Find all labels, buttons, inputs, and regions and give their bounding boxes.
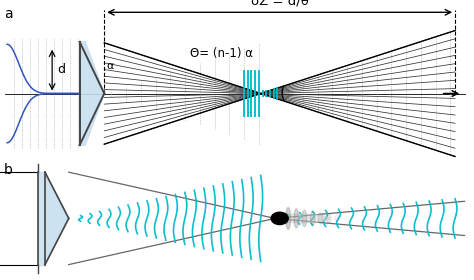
Text: d: d	[57, 63, 65, 76]
Text: δZ = d/θ: δZ = d/θ	[251, 0, 309, 7]
Text: (: (	[279, 85, 285, 102]
Ellipse shape	[273, 214, 329, 223]
Polygon shape	[45, 172, 69, 265]
Ellipse shape	[286, 207, 291, 229]
Ellipse shape	[294, 209, 299, 228]
Ellipse shape	[310, 211, 315, 225]
Ellipse shape	[335, 215, 339, 221]
Ellipse shape	[302, 210, 307, 227]
Polygon shape	[38, 172, 45, 265]
Ellipse shape	[327, 214, 331, 223]
Text: a: a	[4, 7, 12, 21]
Ellipse shape	[319, 213, 323, 224]
Text: Θ= (n-1) α: Θ= (n-1) α	[190, 47, 253, 60]
Circle shape	[271, 212, 288, 225]
Text: α: α	[107, 61, 114, 71]
Polygon shape	[80, 42, 104, 145]
Text: b: b	[4, 163, 13, 177]
Ellipse shape	[343, 217, 347, 220]
